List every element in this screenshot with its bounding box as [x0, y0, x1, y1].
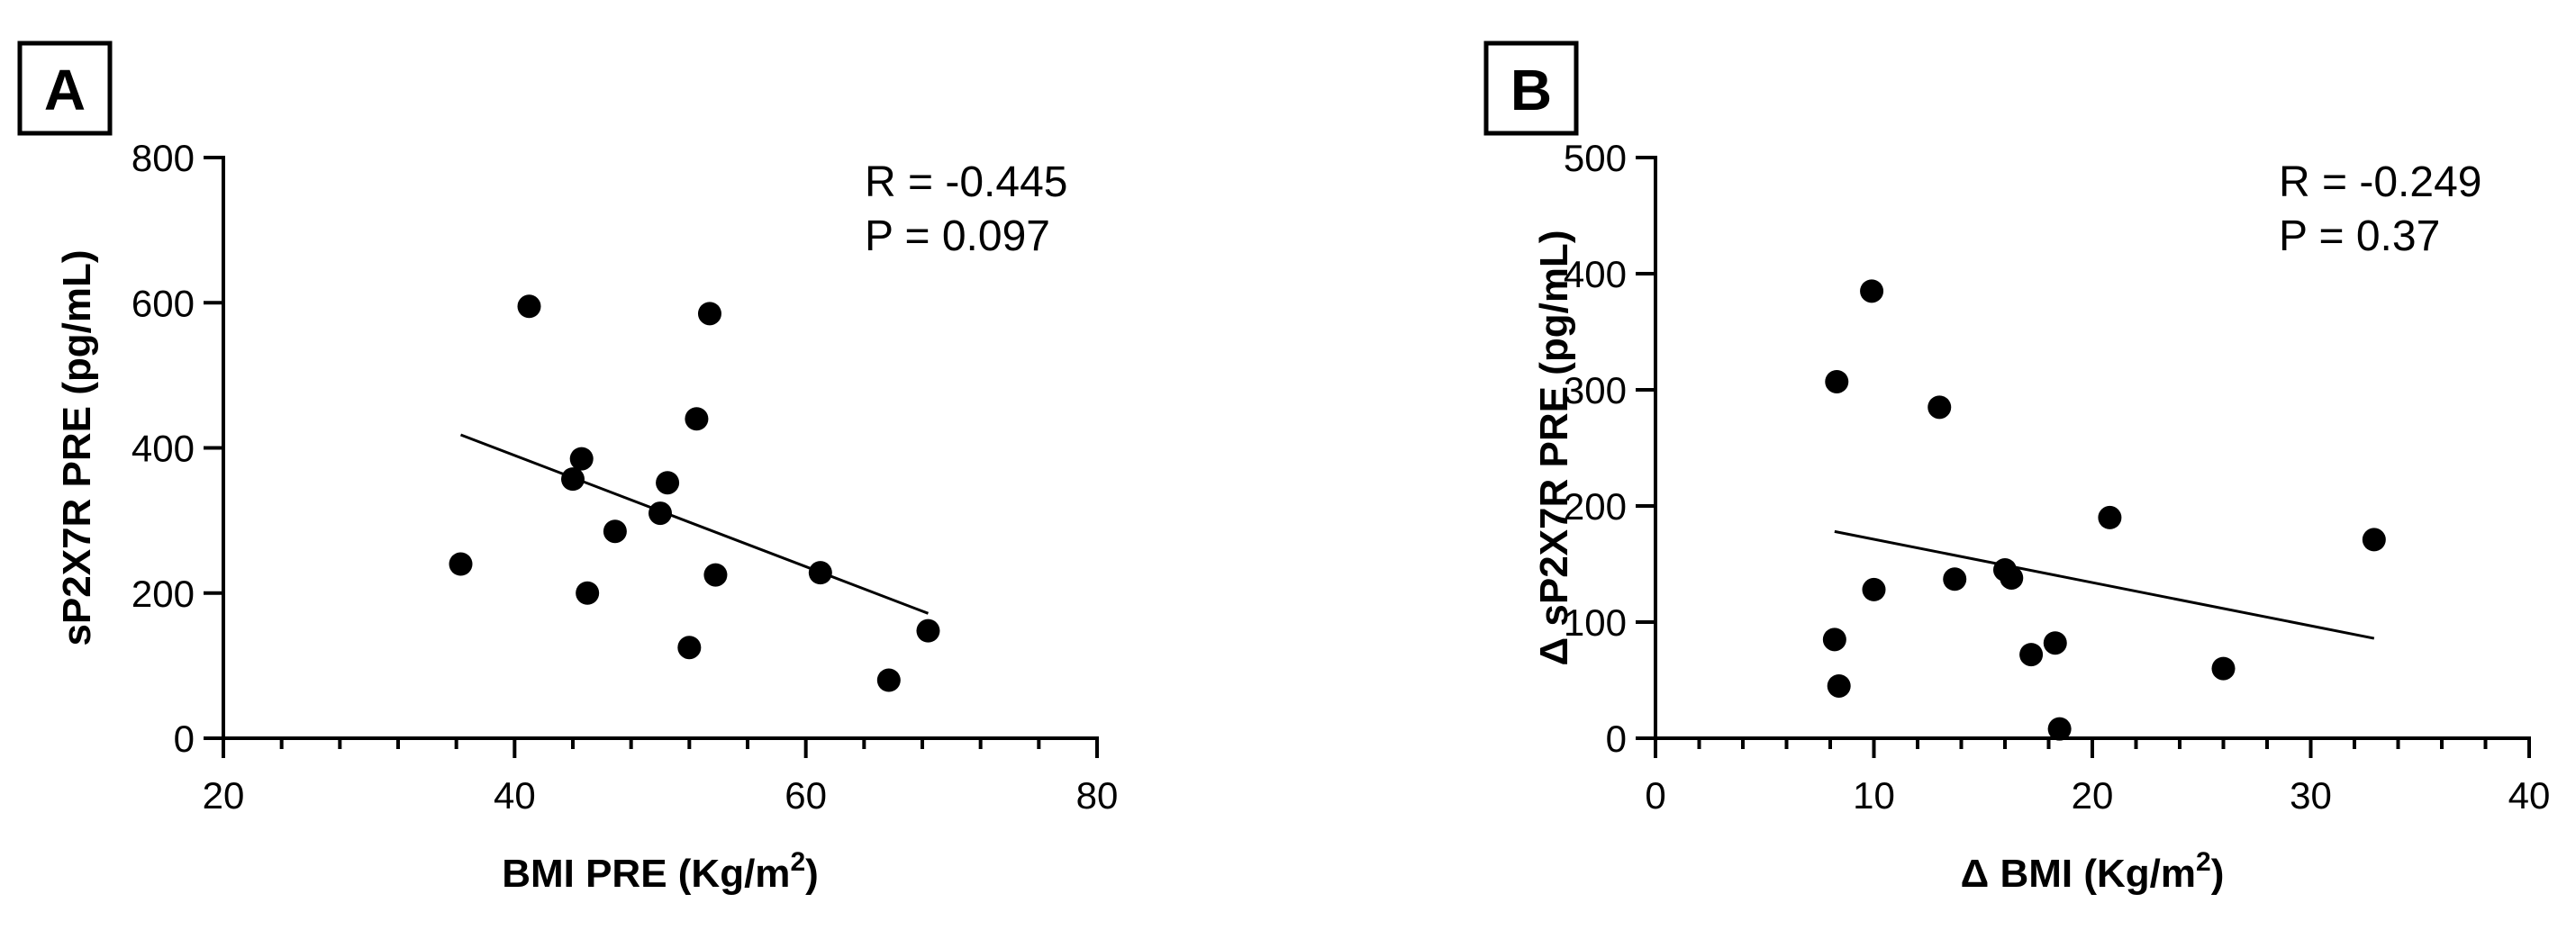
data-point	[569, 447, 594, 471]
y-tick-label: 200	[132, 573, 195, 615]
data-point	[1822, 628, 1846, 652]
data-point	[449, 552, 473, 576]
panel-label: A	[44, 58, 86, 122]
data-point	[1825, 369, 1849, 393]
data-point	[603, 519, 627, 544]
data-point	[2019, 643, 2044, 667]
y-tick-label: 0	[1606, 718, 1627, 760]
y-tick-label: 300	[1564, 369, 1627, 411]
data-point	[656, 471, 680, 495]
data-point	[1827, 673, 1851, 698]
p-value: P = 0.097	[865, 212, 1050, 260]
y-tick-label: 0	[174, 718, 195, 760]
x-axis-title: BMI PRE (Kg/m2)	[502, 847, 819, 896]
data-point	[2043, 631, 2067, 655]
x-tick-label: 80	[1076, 774, 1119, 817]
y-tick-label: 200	[1564, 485, 1627, 528]
x-axis-title-suffix: )	[805, 852, 819, 896]
data-point	[703, 563, 728, 587]
data-point	[2000, 565, 2024, 590]
x-tick-label: 60	[785, 774, 827, 817]
data-point	[2047, 717, 2072, 741]
r-value: R = -0.445	[865, 158, 1067, 206]
y-tick-label: 400	[132, 428, 195, 470]
panel-label-box	[17, 41, 113, 136]
data-point	[677, 636, 702, 660]
x-tick-label: 20	[2072, 774, 2114, 817]
data-point	[916, 618, 940, 643]
x-axis-title-main: Δ BMI (Kg/m	[1961, 852, 2196, 896]
y-tick-label: 600	[132, 282, 195, 324]
regression-line	[459, 433, 930, 615]
x-tick-label: 30	[2290, 774, 2332, 817]
x-axis-title: Δ BMI (Kg/m2)	[1961, 847, 2225, 896]
data-point	[2098, 505, 2122, 529]
r-value: R = -0.249	[2279, 158, 2481, 206]
x-axis-title-main: BMI PRE (Kg/m	[502, 852, 790, 896]
p-value: P = 0.37	[2279, 212, 2440, 260]
x-tick-label: 10	[1853, 774, 1895, 817]
x-tick-label: 40	[2508, 774, 2551, 817]
x-tick-label: 0	[1645, 774, 1665, 817]
y-tick-label: 800	[132, 137, 195, 179]
data-point	[649, 501, 672, 526]
data-point	[1860, 279, 1884, 303]
x-axis-title-superscript: 2	[790, 847, 805, 877]
y-axis-title: sP2X7R PRE (pg/mL)	[55, 249, 99, 646]
panel-label: B	[1510, 58, 1552, 122]
panel-a: A 0 200 400 600 800 20 40 60 80 BMI PRE (Kg/m2) sP2…	[17, 41, 1119, 896]
data-point	[876, 668, 901, 692]
x-axis-title-suffix: )	[2211, 852, 2225, 896]
data-point	[685, 407, 709, 431]
data-point	[576, 581, 600, 605]
data-point	[2362, 528, 2386, 552]
data-point	[1862, 577, 1886, 601]
data-point	[808, 561, 832, 585]
y-tick-label: 400	[1564, 253, 1627, 295]
y-tick-label: 500	[1564, 137, 1627, 179]
data-point	[697, 302, 721, 326]
data-point	[561, 467, 585, 492]
x-axis-title-superscript: 2	[2196, 847, 2211, 877]
y-tick-label: 100	[1564, 601, 1627, 644]
x-tick-label: 40	[494, 774, 536, 817]
x-tick-label: 20	[203, 774, 245, 817]
y-axis-title: Δ sP2X7R PRE (pg/mL)	[1532, 230, 1576, 666]
data-point	[2211, 656, 2236, 681]
data-point	[1927, 395, 1952, 420]
regression-line	[1834, 529, 2375, 640]
data-point	[1943, 567, 1967, 591]
panel-label-box	[1483, 41, 1579, 136]
data-point	[517, 294, 541, 319]
